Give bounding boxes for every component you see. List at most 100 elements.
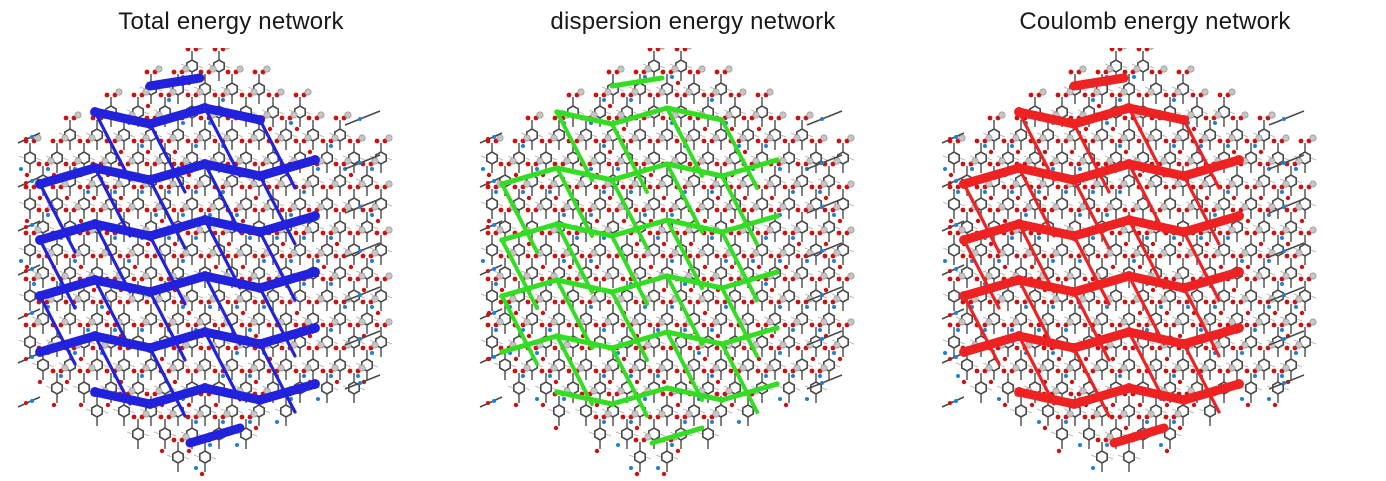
molecule-icon <box>601 249 625 288</box>
framework-edge <box>1014 331 1079 353</box>
molecule-icon <box>58 157 82 201</box>
framework-edge <box>1179 211 1244 237</box>
coulomb-energy-network-diagram <box>941 48 1317 472</box>
molecule-icon <box>126 410 150 449</box>
molecule-icon <box>479 264 503 276</box>
framework-edge <box>1179 267 1244 293</box>
molecule-icon <box>804 364 828 403</box>
framework-edge <box>148 234 187 306</box>
framework-node-icon <box>310 379 320 389</box>
framework-edge <box>664 217 725 235</box>
molecule-icon <box>996 180 1020 224</box>
framework-edge <box>255 323 320 349</box>
crystal-packing <box>479 48 855 477</box>
framework-node-icon <box>1234 155 1244 165</box>
framework-edge <box>1124 215 1189 237</box>
molecule-icon <box>790 295 814 334</box>
molecule-icon <box>344 374 381 390</box>
framework-edge <box>962 294 1001 366</box>
molecule-icon <box>682 249 706 293</box>
molecule-icon <box>534 180 558 219</box>
molecule-icon <box>166 341 190 385</box>
framework-node-icon <box>499 349 505 355</box>
molecule-icon <box>328 295 352 334</box>
framework-edge <box>1069 103 1134 129</box>
framework-edge <box>609 329 670 351</box>
molecule-icon <box>507 134 531 178</box>
molecule-icon <box>1050 410 1074 454</box>
framework-edge <box>499 221 560 243</box>
molecule-icon <box>234 180 258 224</box>
molecule-icon <box>17 132 41 144</box>
molecule-icon <box>315 134 339 173</box>
molecule-icon <box>1252 203 1276 247</box>
molecule-icon <box>166 249 190 293</box>
molecule-icon <box>1077 410 1101 449</box>
molecule-icon <box>534 364 558 408</box>
panel-title: dispersion energy network <box>550 8 836 35</box>
molecule-icon <box>1268 374 1305 390</box>
total-energy-network-diagram <box>17 48 393 477</box>
molecule-icon <box>1131 48 1155 81</box>
molecule-icon <box>17 176 41 188</box>
framework-edge <box>148 178 187 250</box>
molecule-icon <box>369 272 393 316</box>
molecule-icon <box>328 341 352 385</box>
framework-edge <box>145 73 205 91</box>
molecule-icon <box>344 286 381 302</box>
framework-edge <box>959 163 1024 189</box>
framework-edge <box>554 165 615 183</box>
molecule-icon <box>642 364 666 403</box>
framework-edge <box>499 277 560 299</box>
molecule-icon <box>831 226 855 270</box>
molecule-icon <box>1266 226 1290 265</box>
framework-edge <box>1127 106 1166 178</box>
molecule-icon <box>777 134 801 173</box>
framework-node-icon <box>1069 399 1079 409</box>
molecule-icon <box>17 396 41 408</box>
framework-node-icon <box>774 381 780 387</box>
framework-edge <box>1069 383 1134 409</box>
framework-node-icon <box>774 325 780 331</box>
molecule-icon <box>628 65 652 104</box>
molecule-icon <box>941 176 965 188</box>
framework-edge <box>609 161 670 183</box>
molecule-icon <box>804 318 828 362</box>
framework-edge <box>1124 271 1189 293</box>
molecule-icon <box>342 134 366 178</box>
molecule-icon <box>601 111 625 155</box>
framework-edge <box>1072 290 1111 362</box>
molecule-icon <box>1050 134 1074 173</box>
framework-edge <box>554 333 615 351</box>
molecule-icon <box>1252 295 1276 334</box>
molecule-icon <box>1266 134 1290 173</box>
molecule-icon <box>166 433 190 472</box>
coulomb-energy-panel: Coulomb energy network <box>924 0 1386 481</box>
molecule-icon <box>588 88 612 127</box>
molecule-icon <box>1268 110 1305 126</box>
molecule-icon <box>806 154 843 170</box>
molecule-icon <box>831 272 855 311</box>
framework-edge <box>35 219 100 245</box>
molecule-icon <box>1268 286 1305 302</box>
molecule-icon <box>817 341 841 380</box>
molecule-icon <box>655 387 679 426</box>
molecule-icon <box>220 65 244 104</box>
framework-edge <box>255 267 320 293</box>
molecule-icon <box>1293 226 1317 270</box>
molecule-icon <box>790 111 814 150</box>
molecule-icon <box>615 410 639 449</box>
framework-edge <box>1124 103 1189 125</box>
molecule-icon <box>72 180 96 224</box>
molecule-icon <box>1158 364 1182 408</box>
molecule-icon <box>1131 226 1155 270</box>
molecule-icon <box>58 111 82 150</box>
framework-edge <box>962 182 1001 254</box>
molecule-icon <box>534 318 558 362</box>
molecule-icon <box>996 134 1020 178</box>
framework-edge <box>145 383 210 409</box>
molecule-icon <box>655 203 679 247</box>
framework-node-icon <box>310 323 320 333</box>
framework-edge <box>255 211 320 237</box>
framework-edge <box>719 213 780 235</box>
